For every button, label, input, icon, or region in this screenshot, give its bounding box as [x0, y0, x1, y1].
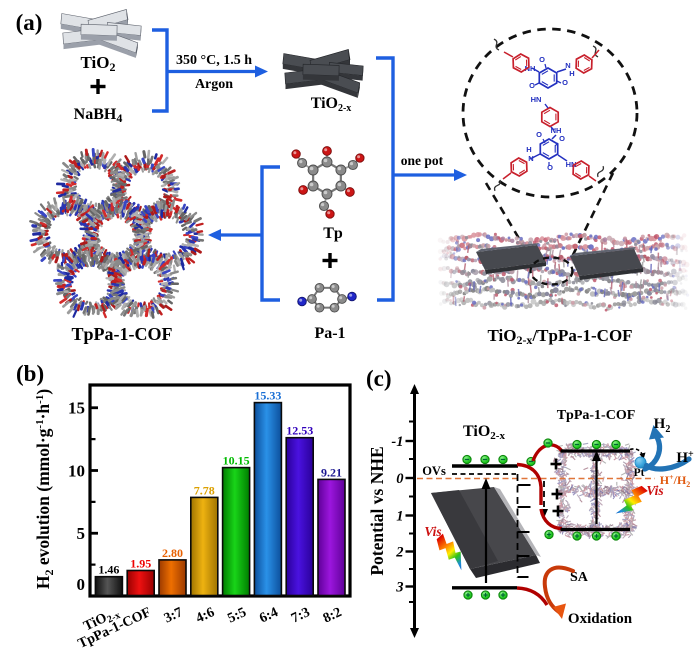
svg-text:350 °C, 1.5 h: 350 °C, 1.5 h: [176, 53, 252, 68]
svg-text:one pot: one pot: [401, 153, 444, 168]
svg-text:O: O: [562, 78, 568, 87]
svg-text:Oxidation: Oxidation: [568, 611, 633, 627]
svg-text:5:5: 5:5: [226, 605, 249, 626]
svg-text:1: 1: [396, 509, 403, 525]
svg-text:10: 10: [68, 461, 85, 480]
svg-text:H2 evolution (mmol·g-1·h-1): H2 evolution (mmol·g-1·h-1): [33, 389, 56, 590]
svg-text:12.53: 12.53: [286, 424, 313, 438]
svg-text:Argon: Argon: [195, 77, 233, 92]
svg-text:N: N: [528, 154, 533, 163]
svg-text:2: 2: [395, 545, 403, 561]
svg-text:O: O: [547, 163, 553, 172]
svg-text:NH: NH: [525, 64, 536, 73]
svg-text:9.21: 9.21: [321, 465, 342, 479]
svg-text:TiO2-x/TpPa-1-COF: TiO2-x/TpPa-1-COF: [487, 326, 632, 347]
svg-text:Vis: Vis: [424, 524, 441, 539]
svg-text:4:6: 4:6: [194, 605, 217, 626]
svg-text:Vis: Vis: [646, 483, 663, 498]
svg-text:H: H: [569, 69, 574, 78]
svg-text:15: 15: [68, 399, 85, 418]
svg-text:O: O: [539, 55, 545, 64]
svg-text:10.15: 10.15: [223, 454, 250, 468]
svg-text:2.80: 2.80: [162, 546, 183, 560]
svg-text:0: 0: [396, 471, 403, 487]
svg-text:Pa-1: Pa-1: [314, 325, 345, 342]
svg-text:NaBH4: NaBH4: [74, 106, 123, 125]
svg-text:OVs: OVs: [422, 464, 446, 478]
svg-text:O: O: [536, 130, 542, 139]
svg-text:TiO2: TiO2: [81, 53, 116, 74]
svg-text:Potential vs NHE: Potential vs NHE: [367, 446, 387, 575]
svg-text:0: 0: [77, 575, 86, 594]
svg-text:H+/H2: H+/H2: [660, 473, 691, 489]
svg-text:TpPa-1-COF: TpPa-1-COF: [557, 408, 636, 423]
svg-text:-1: -1: [391, 434, 403, 450]
svg-text:8:2: 8:2: [321, 605, 344, 626]
svg-text:O: O: [529, 81, 535, 90]
svg-text:3:7: 3:7: [162, 605, 185, 626]
svg-text:Pt: Pt: [634, 467, 645, 479]
svg-text:HN: HN: [566, 160, 577, 169]
svg-text:15.33: 15.33: [254, 389, 281, 403]
svg-text:7.78: 7.78: [194, 483, 215, 497]
svg-text:NH: NH: [551, 126, 562, 135]
svg-text:SA: SA: [570, 570, 589, 585]
svg-text:(b): (b): [16, 361, 44, 386]
svg-text:H: H: [526, 145, 531, 154]
svg-text:O: O: [559, 134, 565, 143]
svg-text:TpPa-1-COF: TpPa-1-COF: [72, 324, 173, 344]
svg-text:HN: HN: [531, 95, 542, 104]
svg-text:7:3: 7:3: [289, 605, 312, 626]
svg-text:1.46: 1.46: [98, 563, 119, 577]
svg-text:(c): (c): [366, 366, 392, 391]
svg-text:Tp: Tp: [323, 225, 343, 242]
svg-text:(a): (a): [16, 10, 43, 35]
svg-text:3: 3: [395, 580, 403, 596]
svg-text:N: N: [565, 61, 570, 70]
svg-text:6:4: 6:4: [257, 605, 280, 626]
svg-text:1.95: 1.95: [130, 557, 151, 571]
svg-text:5: 5: [77, 524, 86, 543]
